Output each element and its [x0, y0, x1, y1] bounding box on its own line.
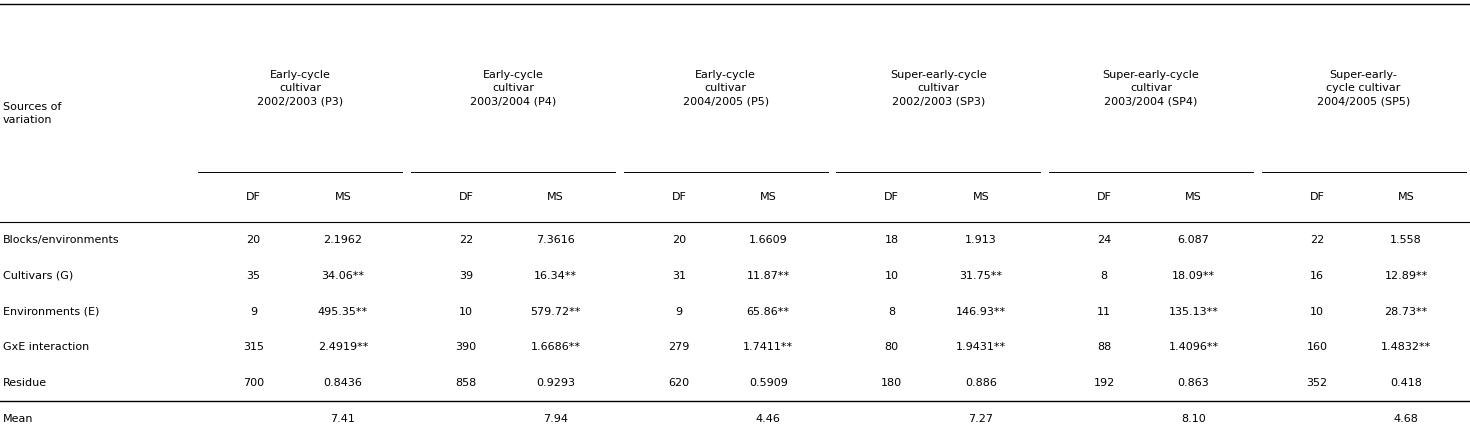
Text: DF: DF [1097, 192, 1111, 202]
Text: 160: 160 [1307, 343, 1327, 352]
Text: 1.7411**: 1.7411** [744, 343, 794, 352]
Text: 1.9431**: 1.9431** [956, 343, 1005, 352]
Text: 65.86**: 65.86** [747, 307, 789, 317]
Text: 579.72**: 579.72** [531, 307, 581, 317]
Text: 1.558: 1.558 [1391, 235, 1421, 245]
Text: 16: 16 [1310, 271, 1324, 281]
Text: 80: 80 [885, 343, 898, 352]
Text: 10: 10 [1310, 307, 1324, 317]
Text: MS: MS [547, 192, 564, 202]
Text: 10: 10 [885, 271, 898, 281]
Text: MS: MS [335, 192, 351, 202]
Text: 4.46: 4.46 [756, 414, 781, 424]
Text: Early-cycle
cultivar
2002/2003 (P3): Early-cycle cultivar 2002/2003 (P3) [257, 71, 344, 106]
Text: 7.94: 7.94 [542, 414, 567, 424]
Text: 20: 20 [247, 235, 260, 245]
Text: 700: 700 [243, 378, 265, 388]
Text: 28.73**: 28.73** [1385, 307, 1427, 317]
Text: Super-early-cycle
cultivar
2002/2003 (SP3): Super-early-cycle cultivar 2002/2003 (SP… [889, 71, 986, 106]
Text: 1.6609: 1.6609 [748, 235, 788, 245]
Text: 11.87**: 11.87** [747, 271, 789, 281]
Text: 18: 18 [885, 235, 898, 245]
Text: 0.5909: 0.5909 [748, 378, 788, 388]
Text: 8.10: 8.10 [1182, 414, 1205, 424]
Text: MS: MS [973, 192, 989, 202]
Text: 1.6686**: 1.6686** [531, 343, 581, 352]
Text: 10: 10 [459, 307, 473, 317]
Text: 20: 20 [672, 235, 686, 245]
Text: DF: DF [883, 192, 900, 202]
Text: MS: MS [760, 192, 776, 202]
Text: 390: 390 [456, 343, 476, 352]
Text: Sources of
variation: Sources of variation [3, 102, 62, 125]
Text: MS: MS [1185, 192, 1202, 202]
Text: Residue: Residue [3, 378, 47, 388]
Text: 8: 8 [888, 307, 895, 317]
Text: DF: DF [459, 192, 473, 202]
Text: 180: 180 [881, 378, 903, 388]
Text: 39: 39 [459, 271, 473, 281]
Text: 22: 22 [459, 235, 473, 245]
Text: DF: DF [245, 192, 262, 202]
Text: 146.93**: 146.93** [956, 307, 1005, 317]
Text: Early-cycle
cultivar
2004/2005 (P5): Early-cycle cultivar 2004/2005 (P5) [682, 71, 769, 106]
Text: 858: 858 [456, 378, 476, 388]
Text: 35: 35 [247, 271, 260, 281]
Text: Cultivars (G): Cultivars (G) [3, 271, 74, 281]
Text: 279: 279 [669, 343, 689, 352]
Text: 11: 11 [1097, 307, 1111, 317]
Text: GxE interaction: GxE interaction [3, 343, 90, 352]
Text: 4.68: 4.68 [1394, 414, 1419, 424]
Text: 2.1962: 2.1962 [323, 235, 363, 245]
Text: 2.4919**: 2.4919** [318, 343, 368, 352]
Text: 620: 620 [669, 378, 689, 388]
Text: 352: 352 [1307, 378, 1327, 388]
Text: DF: DF [672, 192, 686, 202]
Text: 0.8436: 0.8436 [323, 378, 362, 388]
Text: 18.09**: 18.09** [1172, 271, 1216, 281]
Text: 9: 9 [250, 307, 257, 317]
Text: 12.89**: 12.89** [1385, 271, 1427, 281]
Text: 135.13**: 135.13** [1169, 307, 1219, 317]
Text: 9: 9 [675, 307, 682, 317]
Text: 88: 88 [1097, 343, 1111, 352]
Text: 1.913: 1.913 [964, 235, 997, 245]
Text: 16.34**: 16.34** [534, 271, 578, 281]
Text: 0.418: 0.418 [1391, 378, 1421, 388]
Text: 0.863: 0.863 [1177, 378, 1210, 388]
Text: 0.886: 0.886 [964, 378, 997, 388]
Text: 6.087: 6.087 [1177, 235, 1210, 245]
Text: 31: 31 [672, 271, 686, 281]
Text: 192: 192 [1094, 378, 1114, 388]
Text: Blocks/environments: Blocks/environments [3, 235, 119, 245]
Text: 1.4096**: 1.4096** [1169, 343, 1219, 352]
Text: 495.35**: 495.35** [318, 307, 368, 317]
Text: 315: 315 [243, 343, 265, 352]
Text: 0.9293: 0.9293 [537, 378, 575, 388]
Text: 1.4832**: 1.4832** [1382, 343, 1432, 352]
Text: 34.06**: 34.06** [322, 271, 365, 281]
Text: 7.41: 7.41 [331, 414, 356, 424]
Text: DF: DF [1310, 192, 1324, 202]
Text: 7.3616: 7.3616 [537, 235, 575, 245]
Text: MS: MS [1398, 192, 1414, 202]
Text: Mean: Mean [3, 414, 34, 424]
Text: 24: 24 [1097, 235, 1111, 245]
Text: 7.27: 7.27 [969, 414, 994, 424]
Text: 8: 8 [1101, 271, 1108, 281]
Text: Environments (E): Environments (E) [3, 307, 100, 317]
Text: 22: 22 [1310, 235, 1324, 245]
Text: 31.75**: 31.75** [960, 271, 1003, 281]
Text: Early-cycle
cultivar
2003/2004 (P4): Early-cycle cultivar 2003/2004 (P4) [470, 71, 556, 106]
Text: Super-early-
cycle cultivar
2004/2005 (SP5): Super-early- cycle cultivar 2004/2005 (S… [1317, 71, 1410, 106]
Text: Super-early-cycle
cultivar
2003/2004 (SP4): Super-early-cycle cultivar 2003/2004 (SP… [1102, 71, 1200, 106]
